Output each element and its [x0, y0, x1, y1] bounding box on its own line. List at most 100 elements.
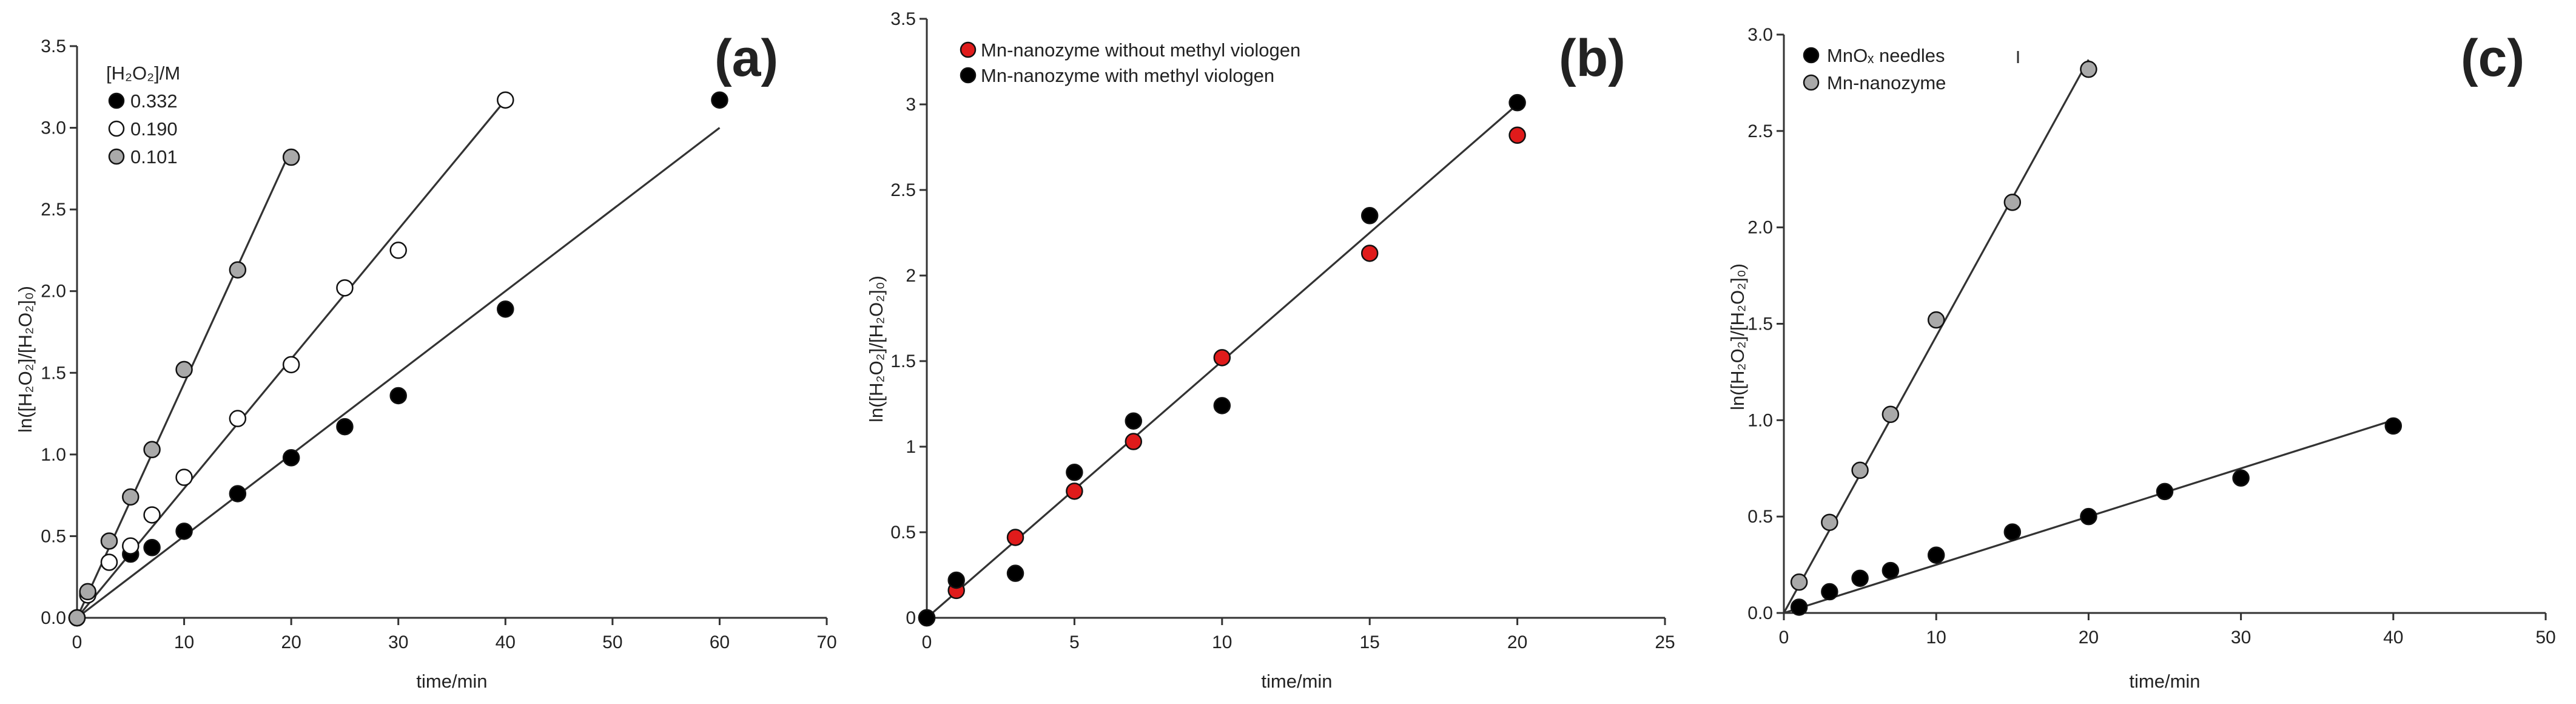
panel-b-series-1-point — [1508, 126, 1526, 144]
panel-b-y-tick-label: 2 — [906, 266, 916, 286]
panel-a-series-3-point — [229, 261, 247, 279]
panel-a-marks: 0 10 20 30 40 50 60 70 0.0 0.5 1.0 1.5 2.0 2.5 3.0 3.5 — [41, 36, 836, 652]
panel-c-marks: 0 10 20 30 40 50 0.0 0.5 1.0 1.5 2.0 2.5 3.0 — [1747, 25, 2555, 648]
panel-c-series-1-point — [1851, 569, 1869, 587]
panel-a-y-tick-label: 1.0 — [41, 445, 66, 465]
panel-a-fit-line-1 — [76, 127, 721, 619]
panel-a-legend-label-3: 0.101 — [130, 146, 178, 168]
panel-a-y-tick-label: 2.0 — [41, 282, 66, 302]
panel-a-x-tick-label: 20 — [281, 632, 301, 652]
panel-a-series-2-point — [122, 537, 140, 555]
panel-b-legend-label-1: Mn-nanozyme without methyl viologen — [981, 39, 1300, 61]
panel-a-series-2-point — [282, 356, 300, 374]
panel-a-series-2-point — [336, 279, 354, 297]
panel-a-y-tick-label: 2.5 — [41, 200, 66, 220]
panel-a-series-1-point — [229, 485, 247, 503]
panel-b-series-1-point — [1006, 529, 1024, 546]
panel-b-y-tick-label: 1 — [906, 437, 916, 457]
panel-c-label: (c) — [2461, 29, 2524, 87]
panel-c-series-2-point — [2080, 60, 2097, 78]
panel-c-x-tick-label: 30 — [2231, 628, 2251, 648]
panel-a-legend-label-2: 0.190 — [130, 118, 178, 140]
panel-c-series-1-point — [1790, 598, 1808, 616]
panel-a-series-2-point — [389, 242, 407, 259]
panel-a-series-3-point — [122, 488, 140, 506]
panel-a-series-3-point — [68, 609, 86, 627]
panel-a-legend-marker-3 — [108, 148, 125, 165]
panel-a-x-tick-label: 10 — [174, 632, 194, 652]
panel-a-series-2-point — [143, 506, 161, 524]
panel-c-series-1-point — [2232, 469, 2250, 487]
panel-a-label: (a) — [715, 29, 778, 87]
panel-b-y-axis-title: ln([H₂O₂]/[H₂O₂]₀) — [866, 276, 887, 422]
panel-b-y-tick-label: 2.5 — [890, 180, 916, 200]
panel-a-y-tick-label: 1.5 — [41, 363, 66, 383]
panel-a-series-2-point — [229, 410, 247, 427]
panel-c-series-2-point — [1821, 513, 1838, 531]
panel-c-series-2-point — [1851, 461, 1869, 479]
panel-a-series-2-point — [175, 469, 193, 486]
panel-b-series-1-point — [1066, 482, 1083, 500]
panel-b-y-tick-label: 0 — [906, 608, 916, 628]
panel-b-legend-marker-1 — [960, 41, 977, 58]
panel-b-x-tick-label: 10 — [1212, 632, 1232, 652]
panel-b-series-2-point — [1125, 412, 1143, 430]
panel-b-x-axis-title: time/min — [1261, 671, 1332, 692]
panel-c-y-tick-label: 2.0 — [1747, 218, 1773, 238]
panel-c-y-tick-label: 0.5 — [1747, 507, 1773, 527]
panel-c-legend-marker-2 — [1803, 74, 1820, 91]
panel-c-y-tick-label: 1.0 — [1747, 410, 1773, 430]
panel-b-series-1-point — [1360, 245, 1379, 262]
panel-a-series-3-point — [282, 148, 300, 166]
panel-a-x-tick-label: 70 — [816, 632, 836, 652]
panel-c-x-tick-label: 0 — [1779, 628, 1789, 648]
panel-b-series-1-point — [1213, 349, 1231, 367]
panel-c-series-1-point — [1882, 561, 1900, 580]
panel-c-series-2-point — [2003, 194, 2022, 211]
panel-a-series-3-point — [100, 532, 118, 550]
panel-a-legend-title: [H₂O₂]/M — [106, 63, 180, 84]
panel-a-series-3-point — [143, 441, 161, 459]
panel-b-label: (b) — [1559, 29, 1626, 87]
panel-a: 0 10 20 30 40 50 60 700.00.51.01.52.02.53.03.5 … — [15, 29, 837, 692]
panel-b-y-tick-label: 3.5 — [890, 9, 916, 29]
panel-a-series-1-point — [497, 300, 514, 318]
panel-b-series-2-point — [947, 571, 965, 589]
panel-c-x-axis-title: time/min — [2129, 671, 2200, 692]
panel-b-series-2-point — [1066, 464, 1083, 481]
panel-b-legend-label-2: Mn-nanozyme with methyl viologen — [981, 65, 1274, 86]
panel-c-series-2-point — [1882, 405, 1900, 424]
panel-c-y-tick-label: 3.0 — [1747, 25, 1773, 45]
panel-c-y-axis-title: ln([H₂O₂]/[H₂O₂]₀) — [1727, 263, 1748, 410]
panel-c-x-tick-label: 20 — [2079, 628, 2099, 648]
panel-a-x-axis-title: time/min — [416, 671, 487, 692]
panel-c-legend-label-1: MnOₓ needles — [1827, 45, 1945, 66]
panel-a-y-tick-label: 3.5 — [41, 36, 66, 56]
panel-a-series-3-point — [79, 583, 96, 601]
panel-b-series-1-point — [1125, 433, 1143, 450]
panel-b-series-2-point — [1213, 397, 1231, 415]
panel-c-series-1-point — [2156, 482, 2174, 501]
panel-a-x-tick-label: 30 — [388, 632, 408, 652]
panel-c-series-1-point — [2384, 417, 2403, 435]
panel-b-x-tick-label: 0 — [922, 632, 932, 652]
panel-a-legend-marker-1 — [108, 92, 125, 109]
panel-a-y-tick-label: 3.0 — [41, 118, 66, 138]
panel-c-x-tick-label: 40 — [2383, 628, 2403, 648]
panel-a-y-axis-title: ln([H₂O₂]/[H₂O₂]₀) — [15, 286, 36, 433]
panel-a-series-1-point — [389, 387, 407, 405]
panel-c: 0 10 20 30 40 50 0.0 0.5 1.0 1.5 2.0 2.5 3.0 (c) tim… — [1727, 25, 2556, 692]
panel-c-series-1-point — [1821, 583, 1838, 601]
panel-a-series-2-point — [497, 91, 514, 109]
panel-a-series-1-point — [336, 418, 354, 436]
panel-a-series-1-point — [143, 539, 161, 557]
panel-c-x-tick-label: 50 — [2535, 628, 2555, 648]
panel-c-series-2-point — [1790, 573, 1808, 591]
panel-b-y-tick-label: 1.5 — [890, 351, 916, 371]
panel-c-y-tick-label: 0.0 — [1747, 603, 1773, 623]
panel-a-series-1-point — [282, 448, 300, 467]
panel-b-y-tick-label: 3 — [906, 95, 916, 115]
panel-b-legend-marker-2 — [960, 67, 977, 84]
